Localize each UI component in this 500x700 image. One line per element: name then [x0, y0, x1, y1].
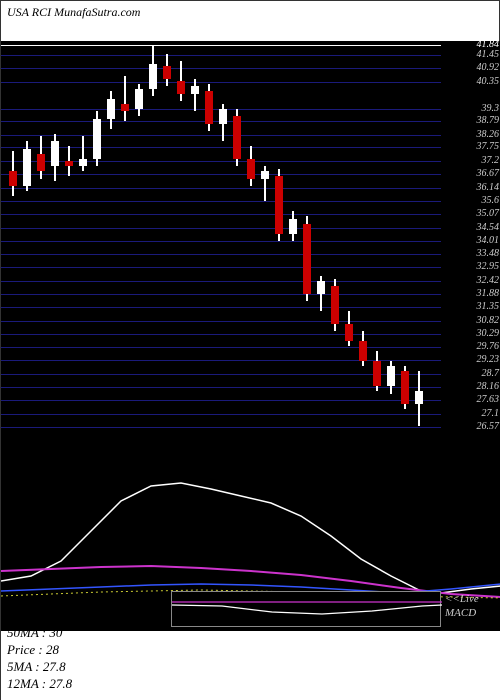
- y-axis-label: 30.82: [444, 315, 499, 326]
- y-axis-label: 29.76: [444, 341, 499, 352]
- candle: [163, 41, 171, 441]
- candle: [205, 41, 213, 441]
- candlestick-panel: 41.8441.4540.9240.3539.338.7938.2637.753…: [1, 41, 500, 441]
- y-axis-label: 28.7: [444, 368, 499, 379]
- chart-title: USA RCI MunafaSutra.com: [7, 5, 140, 20]
- candle: [387, 41, 395, 441]
- macd-inset: [171, 591, 441, 627]
- y-axis-label: 35.07: [444, 208, 499, 219]
- y-axis-label: 27.1: [444, 408, 499, 419]
- y-axis-label: 40.35: [444, 76, 499, 87]
- candle: [9, 41, 17, 441]
- candle: [135, 41, 143, 441]
- candle: [401, 41, 409, 441]
- y-axis-label: 34.54: [444, 222, 499, 233]
- candle: [177, 41, 185, 441]
- candle: [261, 41, 269, 441]
- y-axis-label: 30.29: [444, 328, 499, 339]
- white-line: [1, 483, 500, 593]
- candle: [373, 41, 381, 441]
- indicator-panel: <<Live MACD: [1, 441, 500, 631]
- candle: [191, 41, 199, 441]
- y-axis-label: 31.35: [444, 301, 499, 312]
- chart-container: USA RCI MunafaSutra.com 41.8441.4540.924…: [0, 0, 500, 700]
- candle: [121, 41, 129, 441]
- y-axis-label: 35.6: [444, 195, 499, 206]
- y-axis-label: 26.57: [444, 421, 499, 432]
- candle: [37, 41, 45, 441]
- candle: [219, 41, 227, 441]
- candle: [359, 41, 367, 441]
- y-axis-label: 40.92: [444, 62, 499, 73]
- y-axis-label: 41.45: [444, 49, 499, 60]
- y-axis-label: 38.26: [444, 129, 499, 140]
- y-axis-label: 38.79: [444, 115, 499, 126]
- candle: [331, 41, 339, 441]
- y-axis-label: 32.95: [444, 261, 499, 272]
- candle: [65, 41, 73, 441]
- y-axis-label: 31.88: [444, 288, 499, 299]
- y-axis-label: 32.42: [444, 275, 499, 286]
- candle: [247, 41, 255, 441]
- legend-row: 5MA : 27.8: [7, 659, 72, 676]
- candle: [345, 41, 353, 441]
- inset-label-live: <<Live: [445, 593, 479, 605]
- y-axis-label: 27.63: [444, 394, 499, 405]
- legend-box: 50MA : 30Price : 285MA : 27.812MA : 27.8: [7, 625, 72, 693]
- legend-row: 12MA : 27.8: [7, 676, 72, 693]
- y-axis-label: 37.75: [444, 141, 499, 152]
- y-axis-label: 28.16: [444, 381, 499, 392]
- candle: [149, 41, 157, 441]
- y-axis-label: 36.14: [444, 182, 499, 193]
- candle: [93, 41, 101, 441]
- legend-area: 50MA : 30Price : 285MA : 27.812MA : 27.8: [1, 631, 500, 700]
- candle: [415, 41, 423, 441]
- y-axis-label: 39.3: [444, 103, 499, 114]
- candle: [275, 41, 283, 441]
- candle: [107, 41, 115, 441]
- y-axis-label: 33.48: [444, 248, 499, 259]
- legend-row: 50MA : 30: [7, 625, 72, 642]
- candle: [317, 41, 325, 441]
- y-axis-label: 29.23: [444, 354, 499, 365]
- inset-label-macd: MACD: [445, 607, 476, 619]
- candle: [233, 41, 241, 441]
- y-axis-label: 37.2: [444, 155, 499, 166]
- candle: [289, 41, 297, 441]
- legend-row: Price : 28: [7, 642, 72, 659]
- candle: [303, 41, 311, 441]
- candle: [23, 41, 31, 441]
- y-axis-label: 34.01: [444, 235, 499, 246]
- candle: [79, 41, 87, 441]
- candle: [51, 41, 59, 441]
- y-axis-label: 36.67: [444, 168, 499, 179]
